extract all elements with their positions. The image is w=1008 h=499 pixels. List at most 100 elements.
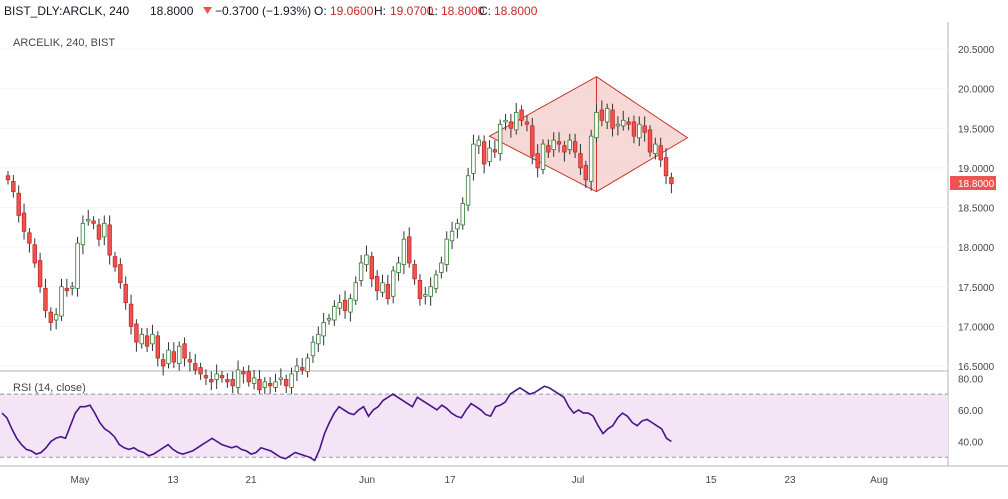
candle-body [273,381,278,388]
candle-body [663,157,669,177]
candle-body [508,121,514,129]
candle-body [465,175,471,206]
candle-body [374,276,380,292]
candle [294,358,300,382]
candlestick-series [5,100,674,397]
candle-body [358,262,364,281]
candle [460,197,465,230]
candle-body [134,323,139,343]
candle [102,215,107,246]
candle [219,370,225,383]
diamond-shape [488,76,689,193]
candle-body [615,123,621,127]
price-tick-label: 16.5000 [958,362,995,373]
candle [337,294,342,316]
candle-body [102,222,107,238]
candle [225,373,230,388]
candle-body [123,283,128,303]
candle [310,335,316,363]
candle-body [53,314,59,321]
candle [487,140,492,167]
candle-body [390,270,396,297]
candle [497,119,503,161]
candle [316,326,321,353]
candle [588,129,594,191]
header-change: −0.3700 (−1.93%) [215,4,311,18]
candle [241,366,246,384]
candle [342,290,348,319]
candle [444,231,449,272]
candle [669,172,674,194]
time-tick-label: Jul [572,475,585,486]
candle-body [337,302,342,309]
candle-body [203,375,209,379]
candle-body [658,145,663,161]
candle-body [278,377,284,380]
candle [562,140,567,162]
candle-body [283,379,289,387]
candle-body [144,335,150,347]
candle [283,374,289,393]
candle-body [321,322,326,337]
candle-body [241,371,246,375]
candle [53,308,59,330]
candle [637,116,642,147]
candle-body [556,141,562,145]
rsi-band [0,393,948,458]
time-tick-label: 21 [245,475,257,486]
candle [380,274,385,298]
candle-body [305,357,310,372]
candle-body [289,373,294,388]
price-tick-label: 17.0000 [958,322,995,333]
candle [91,216,96,230]
time-tick-label: 17 [444,475,456,486]
candle [251,369,257,390]
candle-body [407,236,412,264]
candle [621,110,626,131]
candle-body [209,379,214,383]
candle-body [455,222,460,230]
candle-body [605,108,610,123]
candle [300,358,305,375]
time-axis-ticks: May 13 21 Jun 17 Jul 15 23 Aug [71,475,888,486]
candle-body [588,135,594,182]
candle [455,218,460,239]
candle-body [449,230,455,242]
candle-body [198,367,203,375]
candle-body [599,109,605,121]
candle [610,103,615,137]
rsi-band-fill [0,394,948,458]
price-tick-label: 18.0000 [958,243,995,254]
candle-body [439,262,444,273]
candle [214,364,219,389]
candle [16,185,21,223]
candle-body [91,220,96,224]
candle-body [460,203,465,226]
candle-body [535,153,540,169]
candle [246,365,251,387]
candle-body [578,153,583,169]
candle-body [214,373,219,380]
candle [128,294,134,335]
candle [412,259,417,285]
candle-body [59,286,64,317]
price-tick-label: 19.0000 [958,164,995,175]
candle [171,342,177,368]
candle [401,231,407,275]
candle-body [412,264,417,280]
candle-body [433,274,439,289]
candle [64,278,70,297]
down-arrow-icon [203,7,212,14]
candle [134,319,139,352]
candle [567,133,572,155]
candle-body [230,379,235,387]
candle [96,218,102,247]
candle [433,270,439,294]
candle-body [572,141,578,153]
candle [599,100,605,127]
candle-body [225,379,230,383]
candle-body [300,367,305,371]
candle-body [481,141,487,165]
candle-body [246,371,251,383]
price-badge-text: 18.8000 [958,179,995,190]
